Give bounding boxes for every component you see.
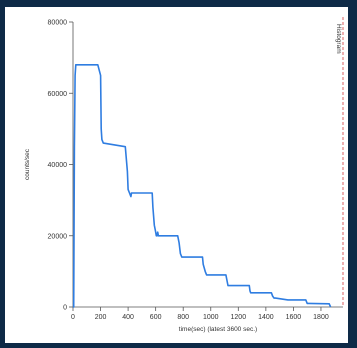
- series-line: [72, 63, 332, 308]
- x-tick-label: 600: [150, 314, 162, 321]
- y-tick-label: 20000: [48, 233, 68, 240]
- x-tick-label: 0: [71, 314, 75, 321]
- x-tick-label: 1400: [258, 314, 274, 321]
- x-axis-ticks: 0 200 400 600 800 1000 1200 1400 1600 1800: [71, 307, 329, 321]
- x-tick-label: 1800: [313, 314, 329, 321]
- x-axis-title: time(sec) (latest 3600 sec.): [179, 326, 257, 333]
- y-tick-label: 0: [63, 305, 67, 312]
- y-axis-ticks: 0 20000 40000 60000 80000: [48, 20, 73, 312]
- x-tick-label: 200: [95, 314, 107, 321]
- x-tick-label: 1600: [286, 314, 302, 321]
- chart-panel: 0 20000 40000 60000 80000 0 200 400 600 800 1000 1…: [5, 7, 348, 343]
- chart-svg: 0 20000 40000 60000 80000 0 200 400 600 800 1000 1…: [24, 17, 344, 333]
- x-tick-label: 1200: [231, 314, 247, 321]
- y-tick-label: 60000: [48, 91, 68, 98]
- x-tick-label: 400: [122, 314, 134, 321]
- y-axis-title: counts/sec: [24, 148, 31, 180]
- x-tick-label: 800: [177, 314, 189, 321]
- y-tick-label: 80000: [48, 20, 68, 27]
- x-tick-label: 1000: [203, 314, 219, 321]
- y-tick-label: 40000: [48, 162, 68, 169]
- histogram-label[interactable]: Histogram: [335, 24, 342, 54]
